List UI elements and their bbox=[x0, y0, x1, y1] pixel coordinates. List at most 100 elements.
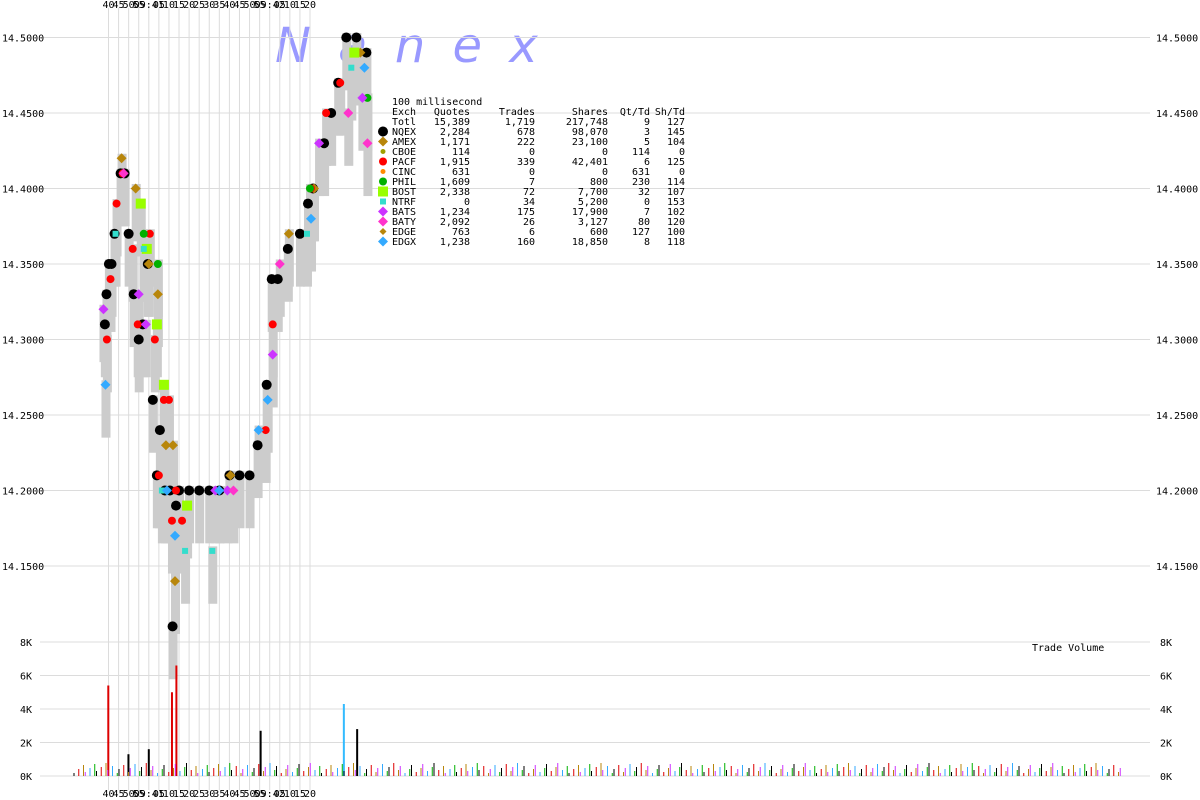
top-tick-label: 09:41 bbox=[134, 0, 164, 11]
price-point-nqex bbox=[99, 319, 110, 330]
price-point-nqex bbox=[147, 394, 158, 405]
price-point-edgx bbox=[214, 485, 225, 496]
price-point-amex bbox=[167, 440, 178, 451]
top-tick-label: 20 bbox=[304, 0, 316, 11]
quote-range-bar bbox=[229, 485, 239, 544]
price-point-nqex bbox=[128, 289, 139, 300]
quote-range-bar bbox=[178, 516, 188, 574]
price-point-pacf bbox=[167, 516, 176, 525]
quote-range-bar bbox=[111, 229, 121, 287]
legend-cell: 127 bbox=[632, 227, 650, 238]
quote-range-bar bbox=[134, 289, 144, 348]
price-point-bost bbox=[141, 243, 152, 254]
legend-cell: 34 bbox=[523, 197, 535, 208]
price-point-nqex bbox=[204, 485, 215, 496]
price-point-nqex bbox=[261, 379, 272, 390]
price-point-phil bbox=[363, 93, 372, 102]
legend-cell: 175 bbox=[517, 207, 535, 218]
legend-cell: 0 bbox=[529, 147, 535, 158]
price-point-bats bbox=[314, 138, 325, 149]
price-point-bost bbox=[158, 379, 169, 390]
top-tick-label: 09:42 bbox=[255, 0, 285, 11]
top-tick-label: 35 bbox=[213, 0, 225, 11]
legend-cell: 0 bbox=[464, 197, 470, 208]
price-point-pacf bbox=[154, 471, 163, 480]
price-point-nqex bbox=[234, 470, 245, 481]
legend-header: Exch bbox=[392, 107, 416, 118]
price-point-edgx bbox=[262, 394, 273, 405]
quote-range-bar bbox=[295, 229, 305, 287]
price-point-phil bbox=[306, 184, 314, 193]
quote-range-bar bbox=[165, 485, 175, 544]
quote-range-bar bbox=[310, 183, 320, 242]
quote-range-bar bbox=[141, 319, 151, 378]
legend-cell: 631 bbox=[632, 167, 650, 178]
legend-cell: 17,900 bbox=[572, 207, 608, 218]
price-point-nqex bbox=[252, 440, 263, 451]
quote-range-bar bbox=[144, 259, 154, 317]
legend-header: Shares bbox=[572, 107, 608, 118]
legend-cell: 18,850 bbox=[572, 237, 608, 248]
legend-header: Sh/Td bbox=[655, 107, 685, 118]
quote-range-bar bbox=[181, 546, 191, 604]
volume-tick-left: 8K bbox=[20, 638, 32, 649]
legend-cell: 230 bbox=[632, 177, 650, 188]
price-point-pacf bbox=[322, 109, 331, 117]
volume-tick-left: 0K bbox=[20, 772, 32, 783]
price-point-nqex bbox=[123, 228, 134, 239]
quote-range-bar bbox=[263, 395, 273, 453]
price-point-edgx bbox=[169, 530, 180, 541]
quote-range-bar bbox=[168, 440, 178, 499]
legend-marker-nqex bbox=[378, 126, 388, 137]
legend-header: Quotes bbox=[434, 107, 470, 118]
legend-cell: 339 bbox=[517, 157, 535, 168]
quote-range-bar bbox=[205, 485, 215, 544]
quote-range-bar bbox=[235, 470, 245, 529]
legend-cell: BOST bbox=[392, 187, 416, 198]
legend-cell: 100 bbox=[667, 227, 685, 238]
price-point-edgx bbox=[161, 485, 172, 496]
top-tick-label: 45 bbox=[233, 0, 245, 11]
legend-cell: 1,719 bbox=[505, 117, 535, 128]
price-point-pacf bbox=[102, 335, 111, 344]
legend-cell: PHIL bbox=[392, 177, 416, 188]
legend-marker-cboe bbox=[380, 149, 386, 154]
y-tick-label-left: 14.2500 bbox=[2, 411, 44, 422]
legend-cell: 0 bbox=[602, 167, 608, 178]
price-point-bost bbox=[182, 500, 193, 511]
legend-cell: 114 bbox=[632, 147, 650, 158]
price-point-nqex bbox=[244, 470, 255, 481]
price-point-bats bbox=[357, 92, 368, 103]
volume-tick-left: 2K bbox=[20, 739, 32, 750]
price-point-baty bbox=[362, 138, 373, 149]
volume-tick-right: 0K bbox=[1160, 772, 1172, 783]
bottom-tick-label: 15 bbox=[294, 789, 306, 800]
price-point-pacf bbox=[336, 78, 345, 87]
price-point-nqex bbox=[184, 485, 195, 496]
quote-range-bar bbox=[358, 93, 368, 151]
y-tick-label-left: 14.3500 bbox=[2, 260, 44, 271]
bottom-tick-label: 05 bbox=[274, 789, 286, 800]
price-point-nqex bbox=[361, 47, 372, 58]
y-tick-label-right: 14.1500 bbox=[1156, 562, 1198, 573]
bottom-tick-label: 20 bbox=[304, 789, 316, 800]
legend-cell: BATY bbox=[392, 217, 416, 228]
quote-range-bar bbox=[320, 138, 330, 197]
legend-cell: 114 bbox=[667, 177, 685, 188]
legend-cell: AMEX bbox=[392, 137, 416, 148]
legend-cell: 678 bbox=[517, 127, 535, 138]
quote-range-bar bbox=[363, 93, 373, 151]
top-tick-label: 40 bbox=[223, 0, 235, 11]
price-point-nqex bbox=[154, 425, 165, 436]
legend-cell: 118 bbox=[667, 237, 685, 248]
top-tick-label: 30 bbox=[203, 0, 215, 11]
price-point-edgx bbox=[306, 213, 317, 224]
legend-marker-pacf bbox=[379, 157, 387, 166]
price-point-ntrf bbox=[348, 64, 355, 71]
quote-range-bar bbox=[148, 395, 158, 453]
legend-cell: 104 bbox=[667, 137, 685, 148]
price-point-edgx bbox=[100, 379, 111, 390]
legend-cell: 0 bbox=[679, 147, 685, 158]
price-point-bost bbox=[349, 47, 360, 58]
